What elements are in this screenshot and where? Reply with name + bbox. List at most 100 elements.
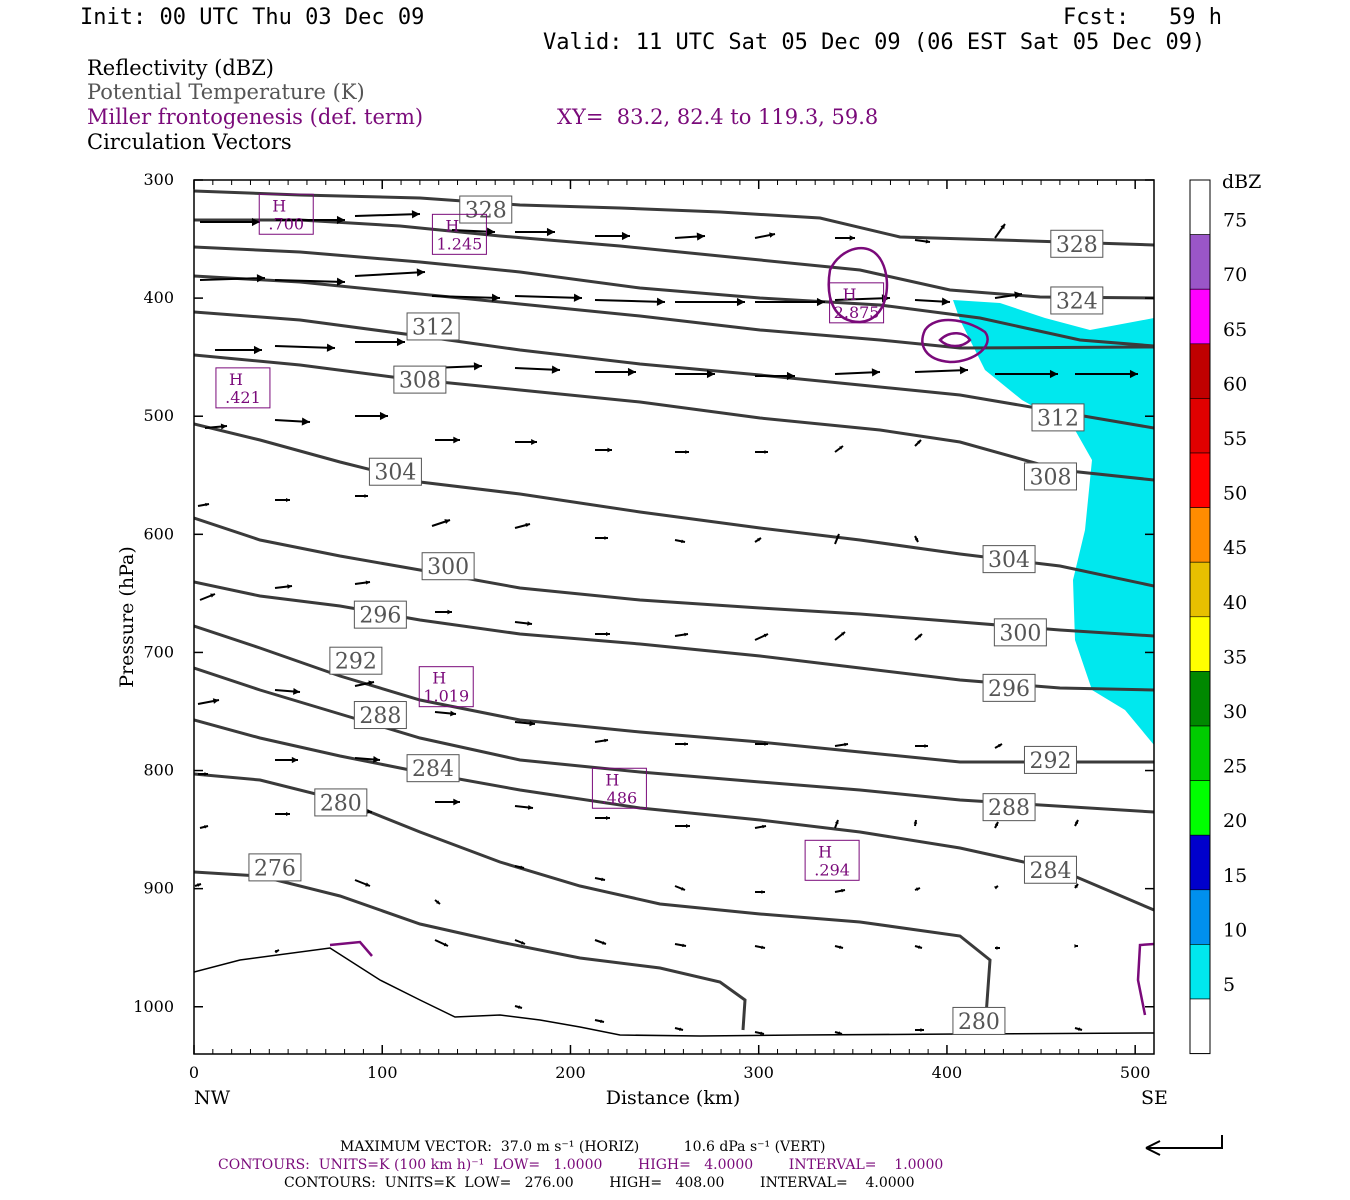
theta-isentrope-10 — [194, 666, 1154, 814]
circulation-vector-21 — [994, 291, 1023, 299]
theta-label-box-8 — [982, 545, 1036, 574]
legend-theta: Potential Temperature (K) — [87, 80, 365, 104]
colorbar-level-5: 5 — [1223, 974, 1235, 996]
circulation-vector-32 — [995, 369, 1058, 379]
circulation-vector-60 — [674, 632, 689, 637]
theta-label-1: 328 — [1056, 233, 1098, 258]
miller-high-letter-1: H — [445, 216, 459, 235]
surface-contour — [194, 947, 1154, 1037]
circulation-vector-40 — [675, 450, 689, 454]
x-tick-label-1: 100 — [367, 1063, 398, 1082]
circulation-vector-96 — [834, 888, 846, 893]
theta-label-box-17 — [406, 754, 460, 783]
theta-label-8: 304 — [988, 548, 1030, 573]
circulation-vector-28 — [675, 369, 715, 379]
circulation-vector-37 — [435, 436, 460, 444]
circulation-vector-29 — [755, 371, 795, 381]
miller-high-box-4 — [418, 666, 474, 708]
circulation-vector-62 — [834, 631, 846, 641]
circulation-vector-39 — [595, 447, 612, 453]
circulation-vector-22 — [215, 345, 262, 355]
theta-label-box-7 — [368, 457, 422, 486]
circulation-vector-24 — [355, 337, 405, 347]
miller-high-letter-5: H — [605, 770, 619, 789]
theta-label-21: 276 — [254, 856, 296, 881]
plot-frame — [193, 179, 1155, 1055]
forecast-hour: Fcst: 59 h — [1063, 5, 1222, 30]
circulation-vector-48 — [514, 523, 531, 529]
circulation-vector-67 — [354, 680, 375, 687]
circulation-vector-95 — [755, 890, 765, 894]
circulation-vector-15 — [514, 293, 583, 302]
circulation-vector-69 — [514, 720, 536, 727]
circulation-vector-50 — [674, 539, 686, 544]
circulation-vector-55 — [274, 584, 293, 589]
colorbar-segment-15 — [1189, 998, 1211, 1054]
circulation-vector-80 — [514, 805, 534, 810]
theta-label-box-0 — [459, 195, 513, 224]
circulation-vector-2 — [354, 210, 421, 219]
miller-high-letter-4: H — [432, 669, 446, 688]
theta-label-box-4 — [1031, 403, 1085, 432]
valid-time: Valid: 11 UTC Sat 05 Dec 09 (06 EST Sat … — [543, 30, 1206, 55]
circulation-vector-51 — [754, 537, 762, 543]
y-tick-label-1: 400 — [143, 288, 174, 307]
circulation-vector-35 — [274, 417, 311, 426]
circulation-vector-74 — [915, 744, 928, 748]
circulation-vector-106 — [674, 943, 687, 948]
circulation-vector-104 — [514, 939, 526, 945]
miller-high-letter-2: H — [843, 285, 857, 304]
circulation-vector-3 — [451, 227, 496, 236]
theta-isentrope-3 — [194, 274, 1154, 350]
circulation-vector-63 — [914, 633, 923, 641]
circulation-vector-8 — [835, 235, 855, 241]
miller-high-value-6: .294 — [814, 860, 850, 879]
theta-isentrope-0 — [194, 189, 1154, 247]
miller-contour-ring-inner — [921, 318, 989, 364]
circulation-vector-18 — [755, 297, 825, 307]
circulation-vector-58 — [514, 621, 533, 626]
colorbar-level-15: 15 — [1223, 865, 1247, 887]
miller-high-letter-3: H — [229, 370, 243, 389]
miller-high-value-1: 1.245 — [437, 234, 483, 253]
circulation-vector-94 — [674, 885, 686, 891]
colorbar-level-20: 20 — [1223, 810, 1247, 832]
circulation-vector-1 — [275, 215, 345, 225]
miller-contour-surface-right — [1136, 942, 1154, 1016]
circulation-vector-88 — [199, 825, 209, 829]
colorbar-segment-7 — [1189, 561, 1211, 618]
circulation-vector-0 — [200, 217, 260, 227]
circulation-vector-86 — [994, 821, 999, 829]
theta-isentrope-7 — [194, 516, 1154, 638]
colorbar-level-60: 60 — [1223, 373, 1247, 395]
circulation-vector-13 — [354, 268, 426, 277]
circulation-vector-12 — [274, 277, 346, 286]
theta-label-18: 284 — [1029, 859, 1071, 884]
theta-label-3: 312 — [412, 315, 454, 340]
theta-isentrope-5 — [194, 353, 1154, 482]
circulation-vector-9 — [914, 239, 931, 244]
miller-high-box-2 — [829, 282, 885, 324]
circulation-vector-77 — [275, 756, 298, 764]
circulation-vector-49 — [595, 536, 608, 540]
theta-label-2: 324 — [1056, 289, 1098, 314]
circulation-vector-6 — [674, 232, 706, 241]
theta-label-12: 296 — [988, 677, 1030, 702]
circulation-vector-45 — [275, 497, 290, 503]
circulation-vector-54 — [199, 593, 216, 601]
x-axis-label: Distance (km) — [606, 1087, 741, 1109]
y-tick-label-7: 1000 — [133, 997, 174, 1016]
circulation-vector-100 — [194, 883, 202, 887]
theta-label-11: 296 — [359, 604, 401, 629]
circulation-vector-98 — [994, 885, 999, 890]
x-axis-left-end: NW — [194, 1087, 231, 1109]
colorbar-level-30: 30 — [1223, 701, 1247, 723]
colorbar-segment-9 — [1189, 671, 1211, 727]
theta-isentrope-4 — [194, 310, 1154, 430]
circulation-vector-83 — [754, 824, 767, 829]
theta-label-box-14 — [1023, 745, 1077, 774]
legend-miller: Miller frontogenesis (def. term) — [87, 105, 424, 129]
circulation-vector-70 — [594, 738, 609, 743]
circulation-vector-92 — [514, 865, 525, 869]
